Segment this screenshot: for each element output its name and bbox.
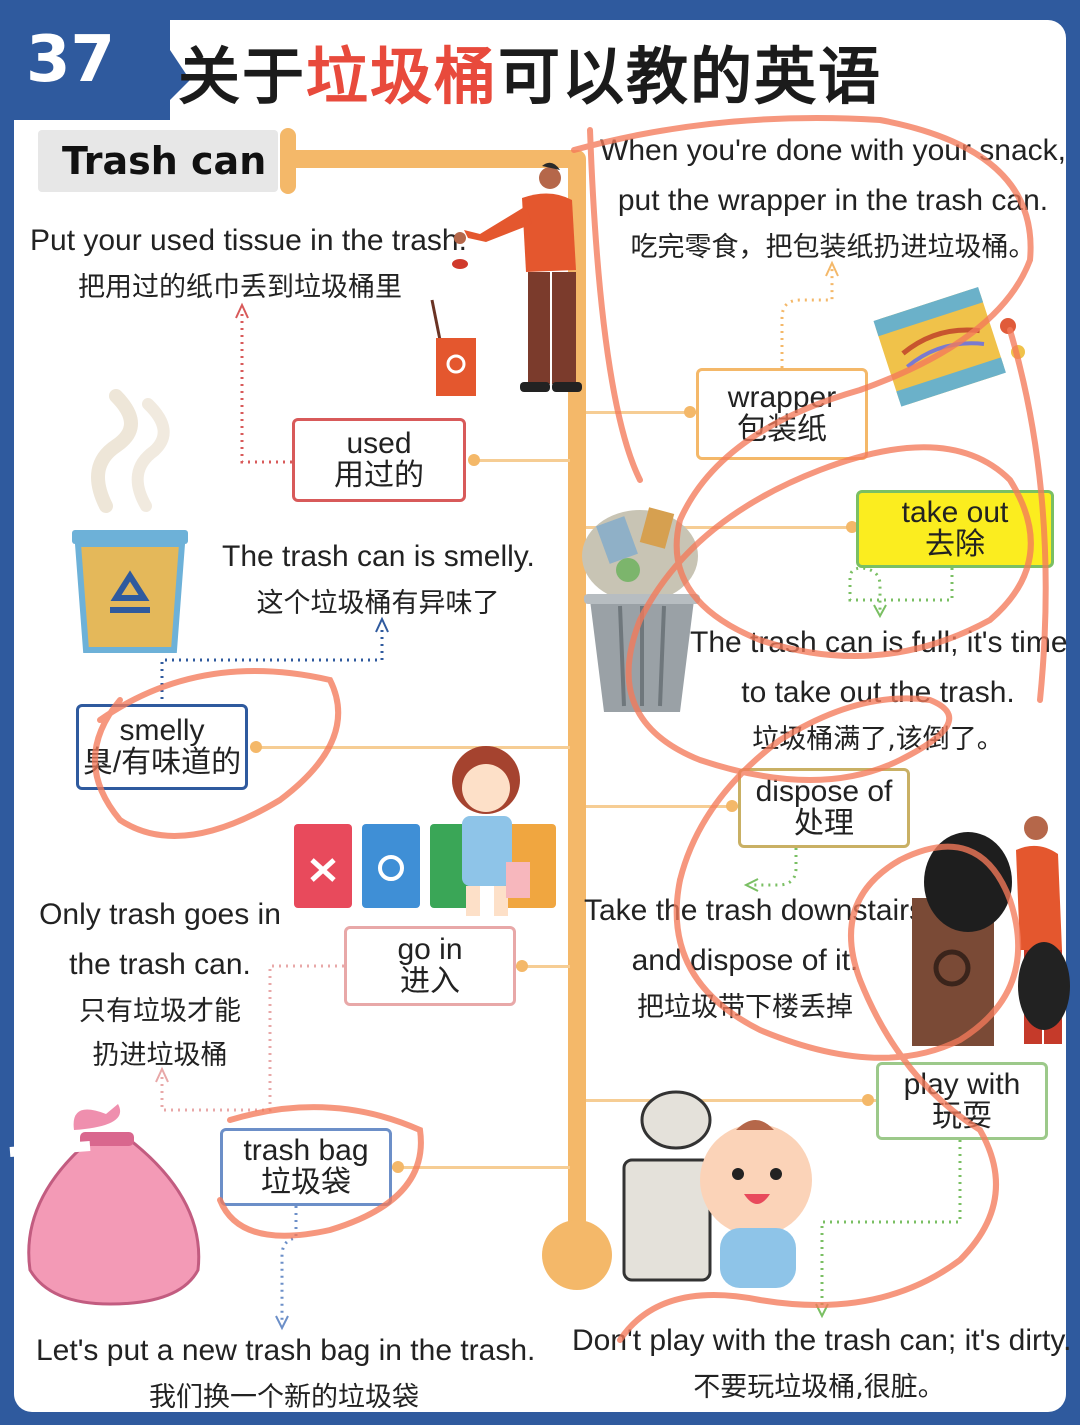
branch-dot	[846, 521, 858, 533]
vocab-smelly-en: smelly	[119, 714, 205, 747]
sentence-full: The trash can is full; it's time to take…	[690, 618, 1068, 762]
sentence-only-zh2: 扔进垃圾桶	[92, 1040, 228, 1071]
vocab-wrapper-en: wrapper	[727, 381, 837, 414]
vocab-go-in-zh: 进入	[400, 965, 460, 998]
sentence-newbag: Let's put a new trash bag in the trash. …	[36, 1326, 536, 1420]
vocab-smelly-zh: 臭/有味道的	[82, 746, 242, 779]
sentence-snack-en2: put the wrapper in the trash can.	[617, 184, 1049, 217]
branch-used	[474, 459, 570, 462]
branch-dot	[250, 741, 262, 753]
branch-dot	[684, 406, 696, 418]
page-title: 关于垃圾桶可以教的英语	[178, 26, 882, 116]
branch-trash-bag	[392, 1166, 570, 1169]
vocab-trash-bag-zh: 垃圾袋	[261, 1166, 351, 1199]
vocab-trash-bag-en: trash bag	[243, 1134, 369, 1167]
sentence-downstairs-zh: 把垃圾带下楼丢掉	[637, 992, 853, 1023]
man-throwing-trash-illustration	[452, 162, 582, 392]
vocab-used-zh: 用过的	[334, 459, 424, 492]
branch-dot	[726, 800, 738, 812]
badge-tail	[150, 20, 190, 120]
vocab-take-out-en: take out	[901, 496, 1009, 529]
branch-smelly	[256, 746, 570, 749]
sentence-dirty-zh: 不要玩垃圾桶,很脏。	[693, 1372, 945, 1403]
title-highlight: 垃圾桶	[306, 40, 499, 113]
branch-play	[586, 1099, 876, 1102]
sentence-smelly-en: The trash can is smelly.	[222, 540, 535, 573]
trunk-line	[568, 150, 586, 1230]
recycle-bin-illustration	[72, 530, 188, 653]
sentence-only-en1: Only trash goes in	[39, 898, 281, 931]
sentence-only-en2: the trash can.	[69, 948, 251, 981]
sentence-tissue-zh: 把用过的纸巾丢到垃圾桶里	[78, 272, 402, 303]
small-red-bin-icon	[430, 299, 476, 396]
vocab-used-en: used	[346, 427, 412, 460]
branch-take-out	[586, 526, 858, 529]
branch-wrapper	[586, 411, 696, 414]
smell-wisps-icon	[91, 389, 170, 513]
title-prefix: 关于	[178, 40, 307, 113]
branch-dot	[468, 454, 480, 466]
vocab-trash-bag: trash bag 垃圾袋	[220, 1128, 392, 1206]
sentence-smelly: The trash can is smelly. 这个垃圾桶有异味了	[222, 532, 535, 626]
baby-and-trash-can-illustration	[622, 1090, 812, 1288]
sentence-only: Only trash goes in the trash can. 只有垃圾才能…	[36, 890, 284, 1078]
pink-trash-bag-illustration	[9, 1104, 201, 1306]
vocab-go-in: go in 进入	[344, 926, 516, 1006]
sentence-tissue-en: Put your used tissue in the trash.	[30, 224, 467, 257]
vocab-wrapper: wrapper 包装纸	[696, 368, 868, 460]
sentence-snack-zh: 吃完零食，把包装纸扔进垃圾桶。	[630, 232, 1036, 263]
sentence-downstairs: Take the trash downstairs and dispose of…	[584, 886, 925, 1030]
man-disposing-trash-illustration	[912, 816, 1070, 1046]
sentence-downstairs-en2: and dispose of it.	[631, 944, 859, 977]
sentence-dirty: Don't play with the trash can; it's dirt…	[572, 1316, 1072, 1410]
sentence-newbag-en: Let's put a new trash bag in the trash.	[36, 1334, 536, 1367]
vocab-dispose-zh: 处理	[794, 807, 854, 840]
branch-dot	[862, 1094, 874, 1106]
snack-wrapper-illustration	[873, 286, 1025, 407]
topic-tag: Trash can	[38, 130, 278, 192]
trunk-top-bar	[282, 150, 582, 168]
sentence-dirty-en: Don't play with the trash can; it's dirt…	[572, 1324, 1072, 1357]
branch-dot	[392, 1161, 404, 1173]
vocab-take-out: take out 去除	[856, 490, 1054, 568]
branch-dispose	[586, 805, 738, 808]
sentence-downstairs-en1: Take the trash downstairs	[584, 894, 925, 927]
vocab-used: used 用过的	[292, 418, 466, 502]
vocab-take-out-zh: 去除	[925, 528, 985, 561]
title-suffix: 可以教的英语	[498, 40, 883, 113]
branch-dot	[516, 960, 528, 972]
sentence-only-zh1: 只有垃圾才能	[79, 996, 241, 1027]
sentence-smelly-zh: 这个垃圾桶有异味了	[256, 588, 500, 619]
girl-sorting-bins-illustration	[294, 746, 556, 916]
trunk-end-ball	[542, 1220, 612, 1290]
vocab-go-in-en: go in	[397, 933, 463, 966]
sentence-newbag-zh: 我们换一个新的垃圾袋	[149, 1382, 419, 1413]
trunk-top-cap	[280, 128, 296, 194]
sentence-tissue: Put your used tissue in the trash. 把用过的纸…	[30, 216, 467, 310]
branch-go-in	[516, 965, 570, 968]
lesson-number-badge: 37	[0, 0, 170, 120]
